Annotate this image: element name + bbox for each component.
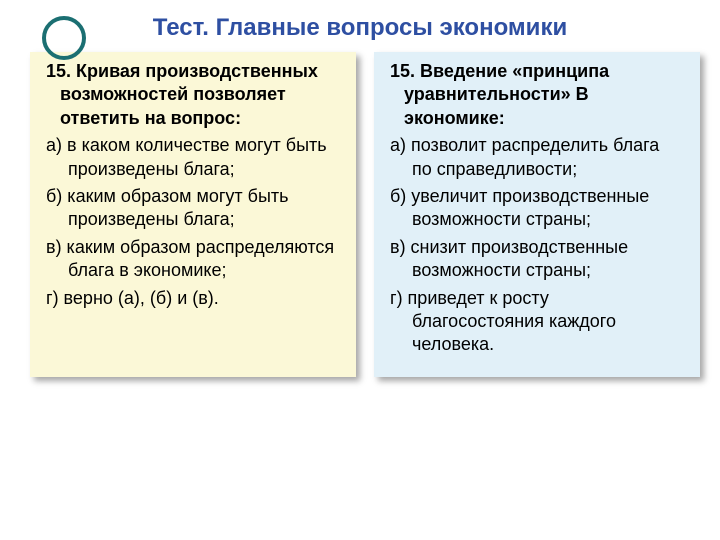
right-card: 15. Введение «принципа уравнительности» … [374, 52, 700, 377]
page-title: Тест. Главные вопросы экономики [0, 0, 720, 52]
two-column-layout: 15. Кривая производственных возможностей… [0, 52, 720, 377]
right-option-a: а) позволит распределить блага по справе… [390, 134, 684, 181]
right-option-c: в) снизит производственные возможности с… [390, 236, 684, 283]
right-option-d: г) приведет к росту благосостояния каждо… [390, 287, 684, 357]
left-question: 15. Кривая производственных возможностей… [46, 60, 340, 130]
right-option-b: б) увеличит производственные возможности… [390, 185, 684, 232]
left-option-c: в) каким образом распределяются блага в … [46, 236, 340, 283]
left-option-a: а) в каком количестве могут быть произве… [46, 134, 340, 181]
left-option-b: б) каким образом могут быть произведены … [46, 185, 340, 232]
decorative-ring [42, 16, 86, 60]
left-card: 15. Кривая производственных возможностей… [30, 52, 356, 377]
right-question: 15. Введение «принципа уравнительности» … [390, 60, 684, 130]
left-option-d: г) верно (а), (б) и (в). [46, 287, 340, 310]
